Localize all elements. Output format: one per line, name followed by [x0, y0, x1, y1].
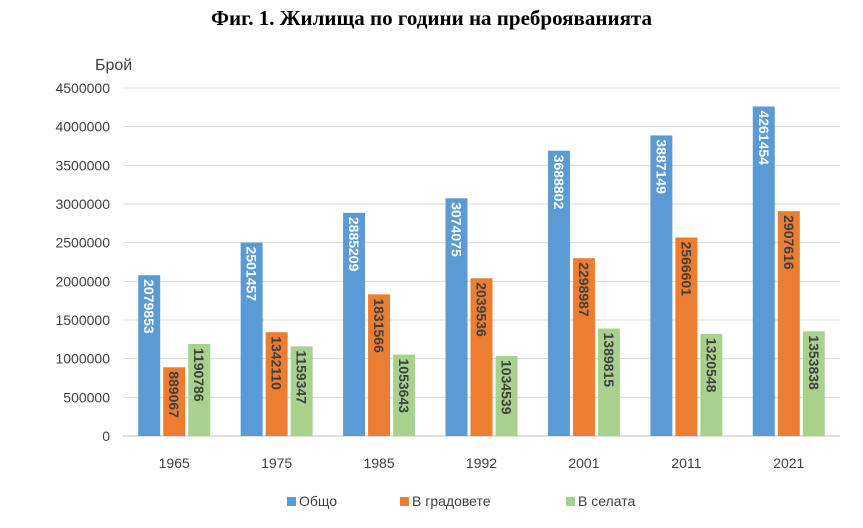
- y-tick-label: 4000000: [55, 119, 110, 135]
- y-tick-label: 2000000: [55, 273, 110, 289]
- y-tick-label: 2500000: [55, 235, 110, 251]
- data-label: 1053643: [396, 359, 412, 414]
- data-label: 1831566: [371, 298, 387, 353]
- y-tick-label: 1500000: [55, 312, 110, 328]
- bar: [265, 332, 288, 436]
- bar: [470, 278, 493, 436]
- data-label: 2501457: [244, 247, 260, 302]
- x-tick-label: 1975: [261, 455, 292, 471]
- bar: [547, 150, 570, 436]
- bars: 2079853 889067 1190786 2501457 1342110 115934…: [138, 106, 825, 437]
- data-label: 2079853: [141, 279, 157, 334]
- data-label: 3688802: [551, 155, 567, 210]
- bar: [138, 275, 161, 436]
- bar: [572, 258, 595, 436]
- data-label: 1190786: [191, 348, 207, 402]
- bar: [163, 367, 186, 436]
- x-tick-label: 2001: [568, 455, 599, 471]
- bar: [343, 212, 366, 436]
- data-label: 4261454: [756, 110, 772, 165]
- data-label: 1320548: [703, 338, 719, 393]
- y-tick-label: 500000: [63, 389, 110, 405]
- y-axis-ticks: 0 500000 1000000 1500000 2000000 2500000 30000…: [55, 80, 110, 444]
- bar: [802, 331, 825, 436]
- x-tick-label: 1985: [363, 455, 394, 471]
- bar: [495, 355, 518, 436]
- bar: [752, 106, 775, 436]
- bar: [393, 354, 416, 436]
- x-axis-ticks: 1965 1975 1985 1992 2001 2011 2021: [159, 455, 805, 471]
- data-label: 1159347: [294, 350, 310, 404]
- y-tick-label: 3500000: [55, 157, 110, 173]
- legend-swatch: [287, 497, 296, 506]
- data-label: 1034539: [499, 360, 515, 415]
- legend: Общо В градовете В селата: [287, 493, 635, 509]
- data-label: 2907616: [781, 215, 797, 270]
- bar: [675, 237, 698, 436]
- bar: [290, 346, 313, 436]
- bar: [188, 343, 211, 436]
- data-label: 3887149: [653, 139, 669, 194]
- data-label: 2298987: [576, 262, 592, 317]
- x-tick-label: 2011: [671, 455, 701, 471]
- bar: [368, 294, 391, 436]
- legend-label: Общо: [299, 493, 337, 509]
- y-tick-label: 3000000: [55, 196, 110, 212]
- x-tick-label: 1992: [466, 455, 497, 471]
- legend-swatch: [400, 497, 409, 506]
- data-label: 1353838: [806, 335, 822, 390]
- bar: [240, 242, 263, 436]
- chart-title: Фиг. 1. Жилища по години на преброявания…: [210, 6, 653, 30]
- bar: [650, 135, 673, 437]
- y-axis-label: Брой: [95, 57, 132, 74]
- bar: [777, 211, 800, 436]
- data-label: 2039536: [474, 282, 490, 337]
- legend-label: В градовете: [412, 493, 491, 509]
- legend-label: В селата: [578, 493, 635, 509]
- legend-swatch: [566, 497, 575, 506]
- bar: [700, 333, 723, 436]
- x-tick-label: 1965: [159, 455, 190, 471]
- x-tick-label: 2021: [773, 455, 804, 471]
- data-label: 1342110: [269, 336, 285, 390]
- y-tick-label: 1000000: [55, 351, 110, 367]
- data-label: 2885209: [346, 217, 362, 272]
- bar: [597, 328, 620, 436]
- bar: [445, 198, 468, 436]
- data-label: 2566601: [678, 242, 694, 297]
- data-label: 1389815: [601, 333, 617, 388]
- data-label: 3074075: [449, 202, 465, 257]
- y-tick-label: 0: [102, 428, 110, 444]
- data-label: 889067: [166, 371, 182, 418]
- y-tick-label: 4500000: [55, 80, 110, 96]
